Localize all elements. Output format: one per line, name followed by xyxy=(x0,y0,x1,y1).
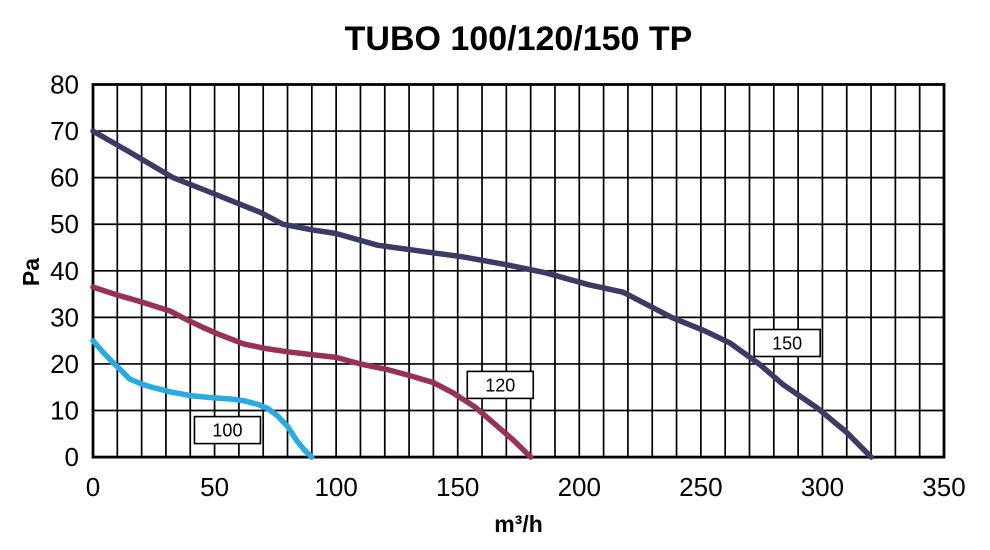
series-120-label-text: 120 xyxy=(485,375,515,395)
x-tick-label: 0 xyxy=(86,472,100,502)
series-100-curve xyxy=(90,337,315,460)
chart-title: TUBO 100/120/150 TP xyxy=(344,20,693,58)
y-tick-label: 0 xyxy=(65,442,79,472)
x-tick-label: 300 xyxy=(801,472,844,502)
x-tick-label: 50 xyxy=(200,472,229,502)
series-150-label-text: 150 xyxy=(772,333,802,353)
x-axis-title: m³/h xyxy=(494,511,543,537)
y-tick-label: 40 xyxy=(50,256,79,286)
y-tick-label: 80 xyxy=(50,70,79,100)
series-100-label-box xyxy=(193,415,262,445)
series-120-label: 120 xyxy=(466,370,535,400)
y-tick-label: 60 xyxy=(50,163,79,193)
series-120-curve xyxy=(90,284,534,460)
x-tick-label: 100 xyxy=(314,472,357,502)
x-tick-label: 350 xyxy=(922,472,965,502)
y-tick-label: 20 xyxy=(50,349,79,379)
x-tick-label: 150 xyxy=(436,472,479,502)
x-tick-label: 200 xyxy=(558,472,601,502)
x-tick-label: 250 xyxy=(679,472,722,502)
y-tick-label: 10 xyxy=(50,396,79,426)
y-tick-label: 30 xyxy=(50,302,79,332)
grid xyxy=(92,83,945,458)
y-tick-label: 50 xyxy=(50,209,79,239)
series-100-label-text: 100 xyxy=(212,421,242,441)
series-150-label-box xyxy=(753,328,821,358)
plot-border xyxy=(91,83,946,459)
series-120-label-box xyxy=(466,370,535,400)
series-150-label: 150 xyxy=(753,328,821,358)
y-tick-label: 70 xyxy=(50,116,79,146)
series-100-label: 100 xyxy=(193,415,262,445)
series-150-curve xyxy=(90,128,874,460)
